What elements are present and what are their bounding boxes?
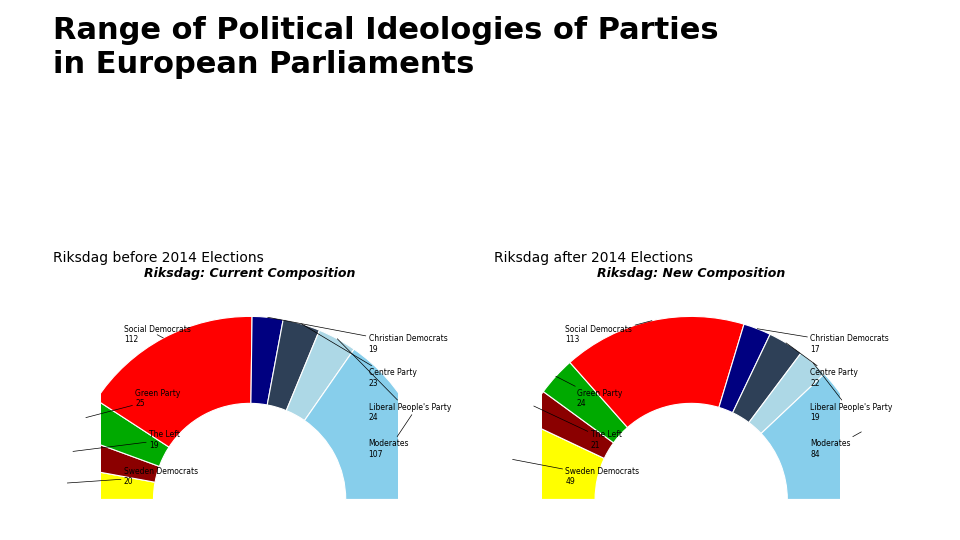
Wedge shape [304, 349, 433, 500]
Text: Liberal People's Party
24: Liberal People's Party 24 [337, 339, 451, 422]
Wedge shape [78, 400, 169, 467]
Wedge shape [66, 467, 156, 500]
Wedge shape [761, 374, 875, 500]
Text: Social Democrats
112: Social Democrats 112 [124, 325, 191, 345]
Text: Centre Party
22: Centre Party 22 [786, 343, 858, 388]
Text: Christian Democrats
17: Christian Democrats 17 [757, 329, 889, 354]
Text: Range of Political Ideologies of Parties
in European Parliaments: Range of Political Ideologies of Parties… [53, 16, 718, 79]
Wedge shape [267, 320, 320, 410]
Text: Social Democrats
113: Social Democrats 113 [565, 321, 652, 345]
Text: Moderates
84: Moderates 84 [810, 432, 861, 459]
Text: Sweden Democrats
49: Sweden Democrats 49 [513, 460, 639, 487]
Text: Green Party
24: Green Party 24 [556, 376, 622, 408]
Text: Riksdag: Current Composition: Riksdag: Current Composition [144, 267, 355, 280]
Wedge shape [749, 353, 825, 434]
Text: Christian Democrats
19: Christian Democrats 19 [268, 318, 447, 354]
Text: Liberal People's Party
19: Liberal People's Party 19 [810, 363, 893, 422]
Text: Moderates
107: Moderates 107 [369, 415, 412, 459]
Wedge shape [69, 436, 159, 482]
Wedge shape [526, 392, 613, 458]
Wedge shape [96, 316, 252, 447]
Text: Riksdag after 2014 Elections: Riksdag after 2014 Elections [494, 251, 693, 265]
Text: Centre Party
23: Centre Party 23 [301, 324, 417, 388]
Text: The Left
19: The Left 19 [73, 430, 180, 451]
Text: Sweden Democrats
20: Sweden Democrats 20 [67, 467, 198, 487]
Wedge shape [251, 316, 283, 405]
Wedge shape [732, 334, 801, 423]
Text: Green Party
25: Green Party 25 [85, 389, 180, 417]
Text: Riksdag: New Composition: Riksdag: New Composition [597, 267, 785, 280]
Wedge shape [719, 324, 770, 413]
Wedge shape [570, 316, 744, 428]
Text: Riksdag before 2014 Elections: Riksdag before 2014 Elections [53, 251, 264, 265]
Wedge shape [286, 330, 354, 421]
Wedge shape [543, 362, 628, 443]
Wedge shape [508, 421, 604, 500]
Text: The Left
21: The Left 21 [534, 406, 621, 450]
